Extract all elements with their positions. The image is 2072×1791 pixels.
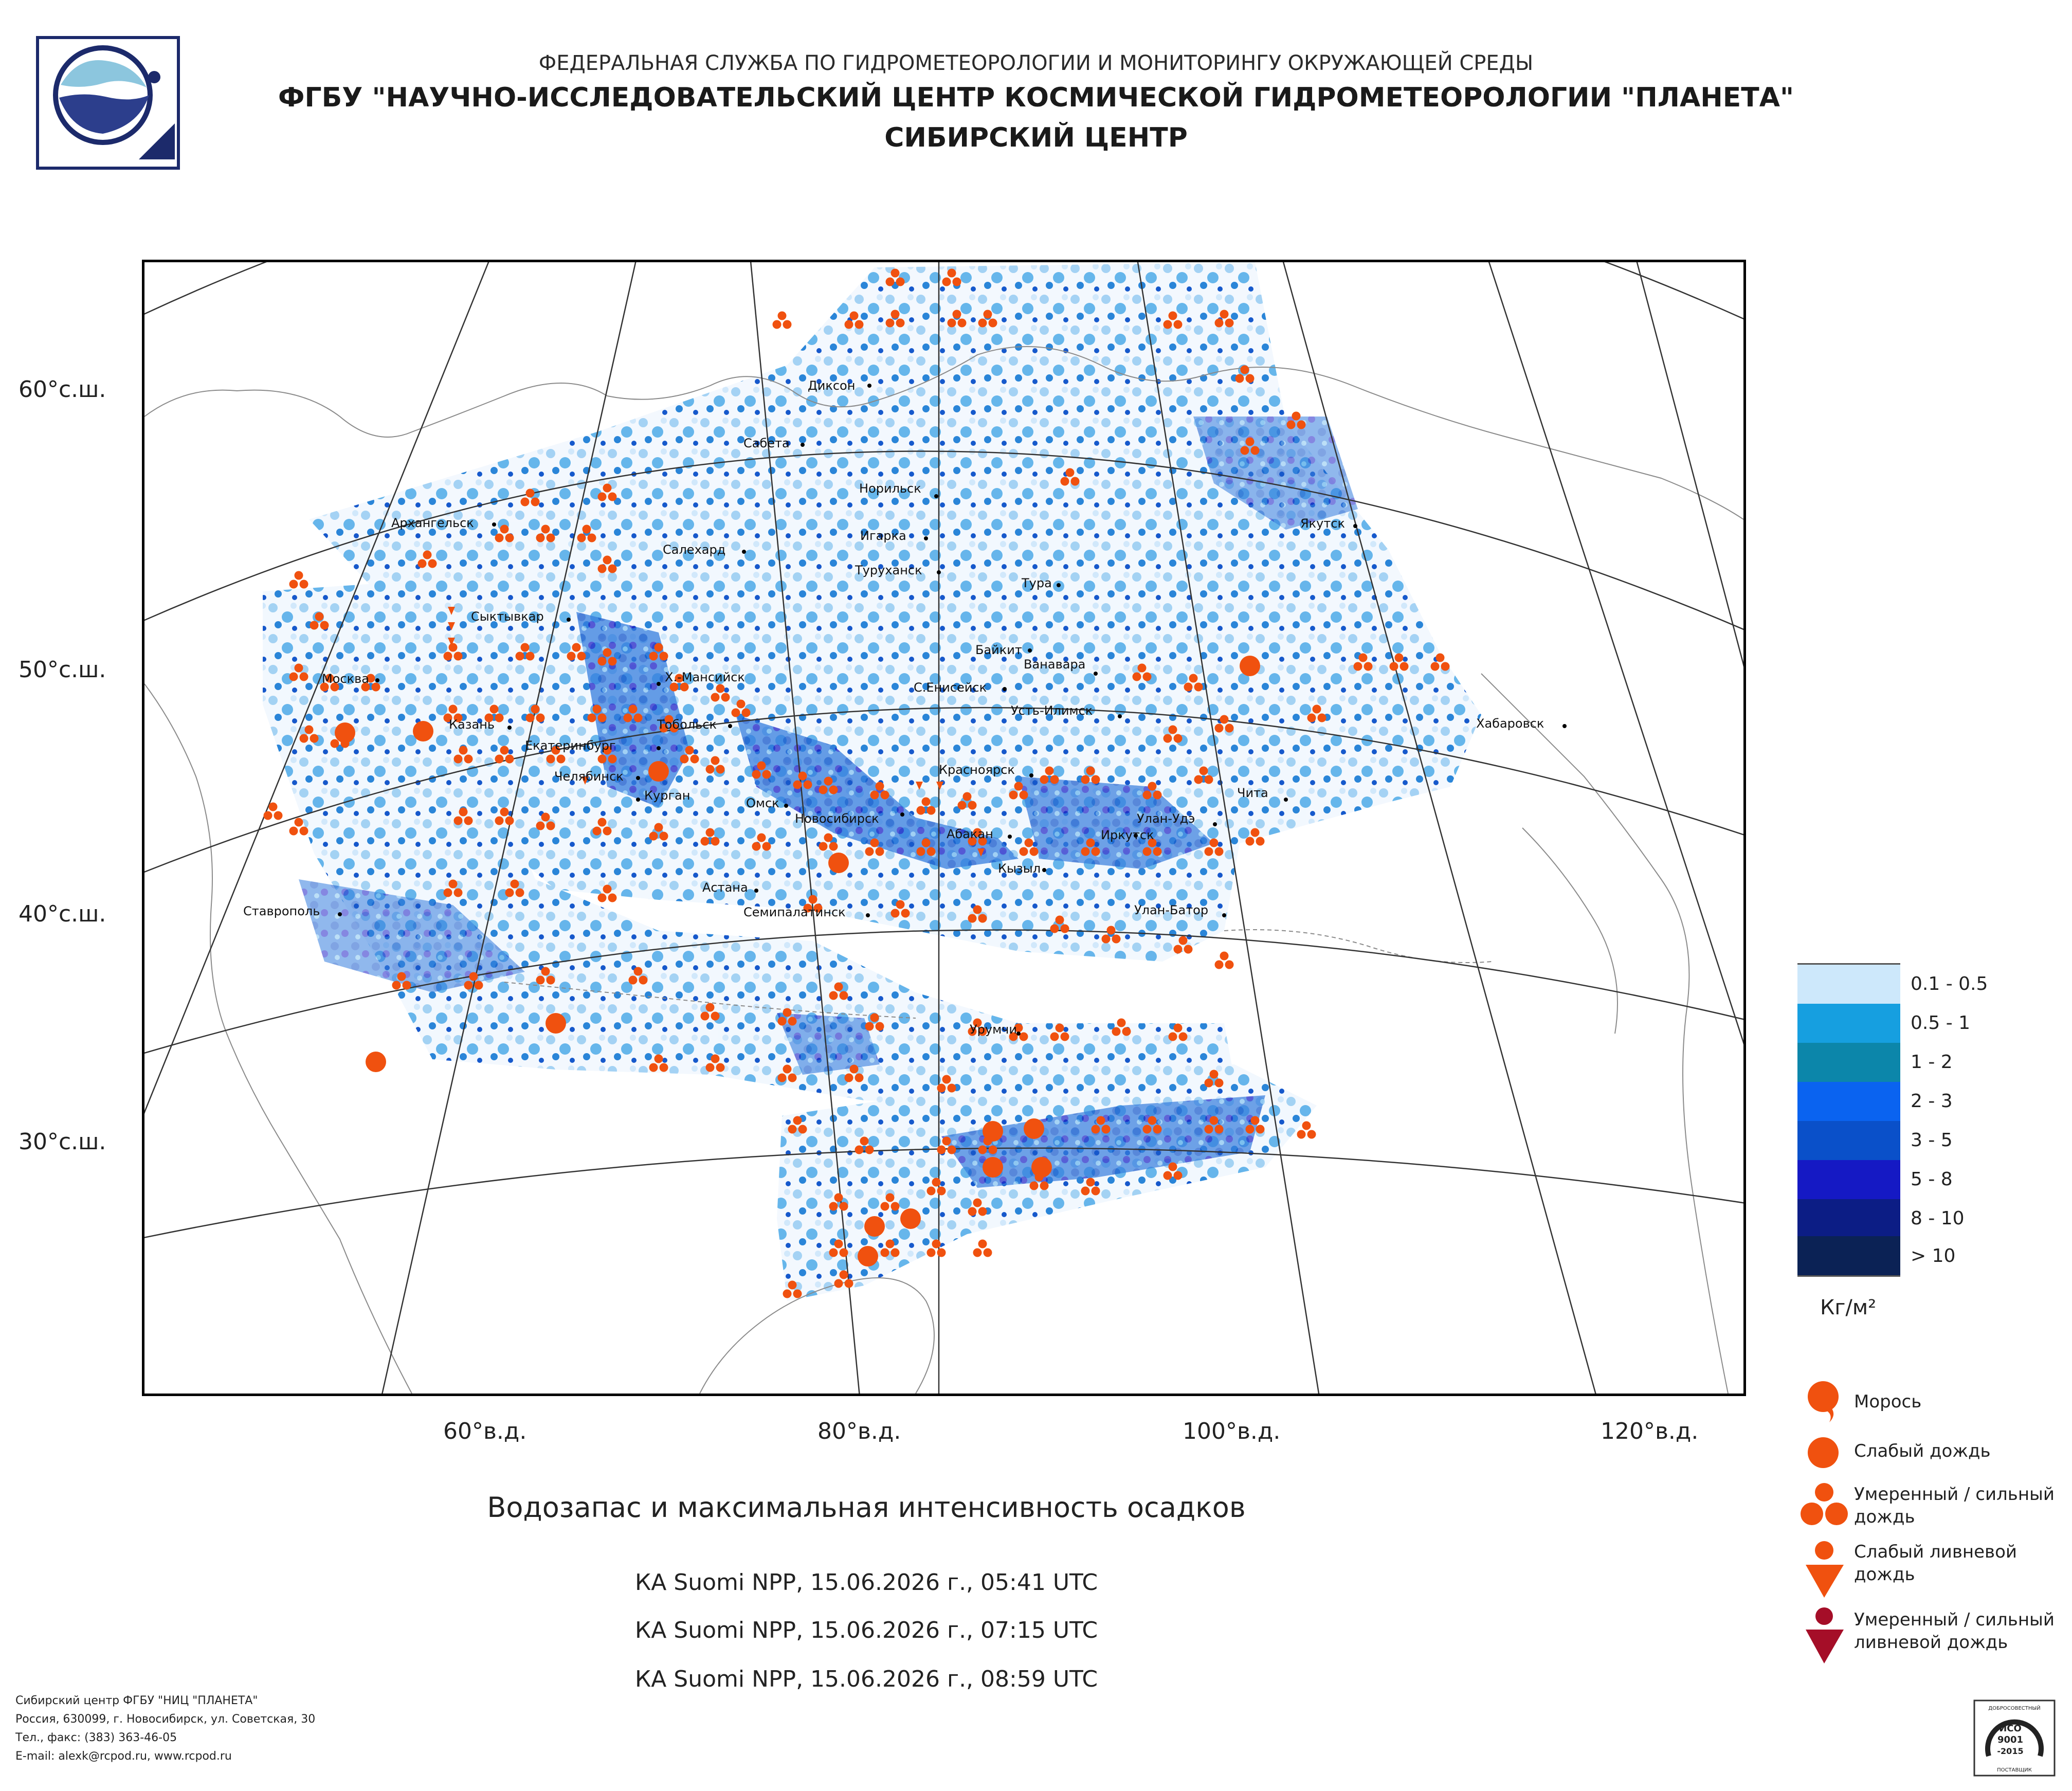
legend-label: 1 - 2 <box>1911 1052 1953 1073</box>
city-label: Тобольск <box>657 717 717 732</box>
symbol-label: Умеренный / сильный дождь <box>1854 1484 2055 1527</box>
map-canvas: Диксон Сабета Норильск Архангельск Салех… <box>144 262 1743 1394</box>
symbol-label: Слабый ливневой дождь <box>1854 1542 2017 1585</box>
city-label: Сабета <box>743 436 790 450</box>
city-label: Салехард <box>663 542 725 557</box>
city-label: Казань <box>449 717 495 732</box>
symbol-label: Слабый дождь <box>1854 1441 1991 1461</box>
latitude-label: 40°с.ш. <box>19 901 106 927</box>
city-label: Сыктывкар <box>471 609 544 624</box>
legend-label: > 10 <box>1911 1245 1956 1267</box>
certificate-text: ДОБРОСОВЕСТНЫЙ <box>1988 1705 2040 1711</box>
certificate-text: 9001 <box>1997 1734 2023 1745</box>
legend-swatch <box>1797 1004 1900 1044</box>
light-rain-icon <box>1808 1437 1839 1468</box>
legend-swatch <box>1797 1236 1900 1275</box>
city-label: Курган <box>644 788 690 803</box>
footer-line: Сибирский центр ФГБУ "НИЦ "ПЛАНЕТА" <box>15 1694 258 1707</box>
symbol-label: Умеренный / сильный ливневой дождь <box>1854 1609 2055 1653</box>
footer-line: Россия, 630099, г. Новосибирск, ул. Сове… <box>15 1713 316 1726</box>
caption-title: Водозапас и максимальная интенсивность о… <box>487 1491 1246 1524</box>
drizzle-icon <box>1808 1381 1839 1422</box>
legend-label: 2 - 3 <box>1911 1091 1953 1112</box>
legend-label: 5 - 8 <box>1911 1169 1953 1190</box>
city-label: Екатеринбург <box>525 738 615 753</box>
certificate-text: -2015 <box>1997 1746 2023 1756</box>
city-markers: Диксон Сабета Норильск Архангельск Салех… <box>243 378 1567 1037</box>
symbol-label: Морось <box>1854 1391 1922 1412</box>
city-label: Красноярск <box>939 763 1015 777</box>
city-label: Норильск <box>859 481 921 496</box>
legend-swatch <box>1797 1043 1900 1083</box>
agency-name: ФЕДЕРАЛЬНАЯ СЛУЖБА ПО ГИДРОМЕТЕОРОЛОГИИ … <box>538 51 1534 75</box>
longitude-label: 60°в.д. <box>443 1418 527 1444</box>
city-label: Игарка <box>860 529 906 543</box>
heavy-shower-icon <box>1806 1607 1844 1663</box>
latitude-label: 50°с.ш. <box>19 657 106 683</box>
legend-swatch <box>1797 965 1900 1005</box>
legend-swatch <box>1797 1160 1900 1200</box>
units-label: Кг/м² <box>1820 1296 1877 1319</box>
city-label: Усть-Илимск <box>1011 703 1093 718</box>
moderate-rain-icon <box>1801 1483 1848 1525</box>
city-label: Тура <box>1021 576 1052 590</box>
footer-contacts: Сибирский центр ФГБУ "НИЦ "ПЛАНЕТА" Росс… <box>15 1692 315 1766</box>
city-label: Ставрополь <box>243 904 320 918</box>
city-label: Диксон <box>808 378 855 393</box>
city-label: Челябинск <box>554 769 624 784</box>
city-label: Омск <box>746 796 779 810</box>
legend-label: 0.1 - 0.5 <box>1911 973 1988 994</box>
city-label: Новосибирск <box>795 811 879 826</box>
precipitation-map: Диксон Сабета Норильск Архангельск Салех… <box>142 260 1746 1396</box>
city-label: Туруханск <box>855 563 922 577</box>
center-name: СИБИРСКИЙ ЦЕНТР <box>884 122 1188 153</box>
longitude-label: 120°в.д. <box>1601 1418 1699 1444</box>
city-label: Улан-Батор <box>1134 903 1208 917</box>
city-label: Иркутск <box>1101 828 1154 842</box>
city-label: Х.-Мансийск <box>665 670 745 684</box>
legend-label: 8 - 10 <box>1911 1208 1965 1229</box>
iso-certificate-badge: ДОБРОСОВЕСТНЫЙ ИСО 9001 -2015 ПОСТАВЩИК <box>1973 1699 2056 1777</box>
legend-swatch <box>1797 1082 1900 1122</box>
longitude-label: 80°в.д. <box>817 1418 901 1444</box>
graticule <box>144 262 1743 1394</box>
certificate-text: ПОСТАВЩИК <box>1997 1767 2032 1773</box>
legend-label: 0.5 - 1 <box>1911 1012 1971 1034</box>
city-label: Урумчи <box>970 1022 1017 1037</box>
legend-label: 3 - 5 <box>1911 1130 1953 1151</box>
city-label: Абакан <box>947 827 993 841</box>
city-label: Хабаровск <box>1476 716 1544 731</box>
city-label: Астана <box>702 880 748 895</box>
footer-line: Тел., факс: (383) 363-46-05 <box>15 1731 177 1744</box>
planeta-logo <box>36 36 180 170</box>
city-label: Семипалатинск <box>743 905 846 919</box>
legend-swatch <box>1797 1121 1900 1161</box>
latitude-label: 30°с.ш. <box>19 1129 106 1155</box>
coastlines <box>144 346 1743 1394</box>
precipitation-symbols <box>263 268 1450 1298</box>
legend-swatch <box>1797 1199 1900 1239</box>
city-label: С.Енисейск <box>914 680 987 695</box>
city-label: Кызыл <box>998 861 1041 876</box>
city-label: Москва <box>322 672 369 686</box>
light-shower-icon <box>1806 1541 1844 1598</box>
institute-name: ФГБУ "НАУЧНО-ИССЛЕДОВАТЕЛЬСКИЙ ЦЕНТР КОС… <box>278 82 1794 113</box>
pass-line: КА Suomi NPP, 15.06.2026 г., 08:59 UTC <box>634 1666 1098 1692</box>
city-label: Якутск <box>1300 516 1345 531</box>
pass-line: КА Suomi NPP, 15.06.2026 г., 07:15 UTC <box>634 1617 1098 1643</box>
pass-line: КА Suomi NPP, 15.06.2026 г., 05:41 UTC <box>634 1569 1098 1596</box>
certificate-text: ИСО <box>1999 1723 2022 1734</box>
longitude-label: 100°в.д. <box>1183 1418 1281 1444</box>
city-label: Улан-Удэ <box>1137 811 1195 826</box>
city-label: Архангельск <box>391 516 474 530</box>
city-label: Ванавара <box>1024 657 1085 672</box>
footer-line: E-mail: alexk@rcpod.ru, www.rcpod.ru <box>15 1750 232 1763</box>
latitude-label: 60°с.ш. <box>19 376 106 403</box>
city-label: Байкит <box>975 643 1022 657</box>
city-label: Чита <box>1237 786 1268 800</box>
